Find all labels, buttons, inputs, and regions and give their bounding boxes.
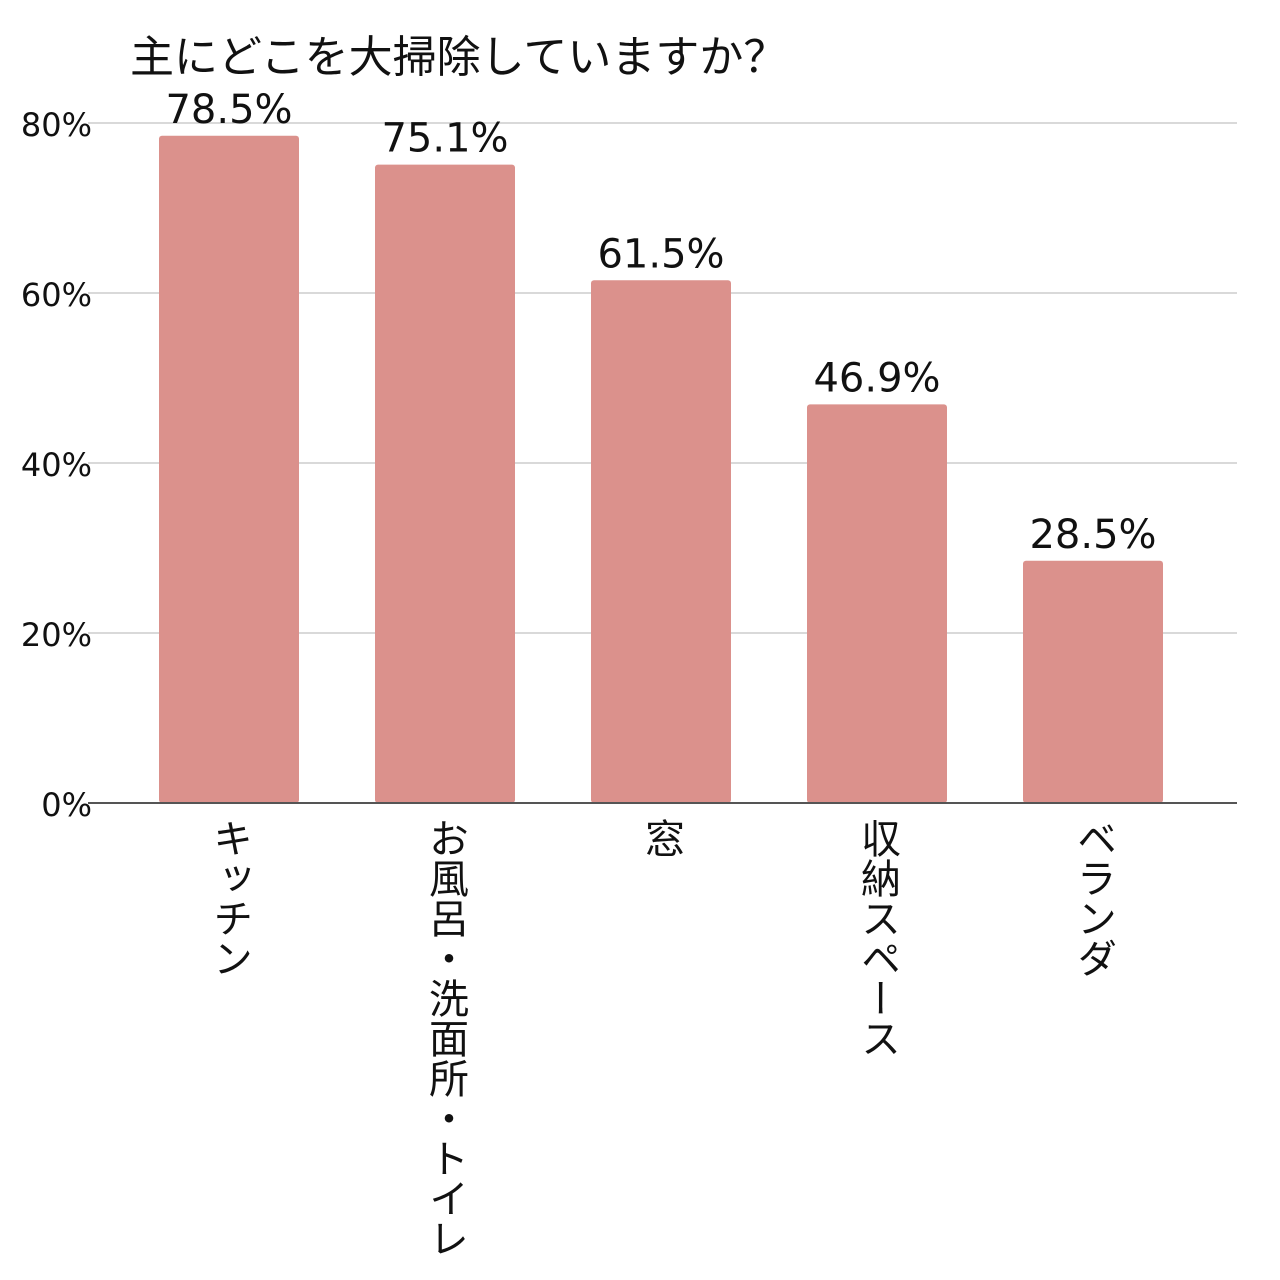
bar <box>159 135 299 803</box>
x-tick-label: キッチン <box>206 818 252 978</box>
value-label: 46.9% <box>813 355 940 401</box>
x-tick-label: 窓 <box>638 818 684 858</box>
y-tick-label: 40% <box>21 446 92 484</box>
bar <box>591 280 731 803</box>
chart-title: 主にどこを大掃除していますか？ <box>130 32 787 83</box>
bar <box>1023 560 1163 803</box>
bar <box>375 164 515 803</box>
x-tick-label: お風呂・洗面所・トイレ <box>422 818 468 1258</box>
y-tick-label: 80% <box>21 106 92 144</box>
value-label: 78.5% <box>165 87 292 133</box>
bar <box>807 404 947 803</box>
y-tick-label: 20% <box>21 616 92 654</box>
y-tick-label: 60% <box>21 276 92 314</box>
x-tick-label: ベランダ <box>1070 818 1116 978</box>
value-label: 28.5% <box>1029 512 1156 558</box>
value-label: 61.5% <box>597 231 724 277</box>
y-tick-label: 0% <box>41 786 92 824</box>
x-tick-label: 収納スペース <box>854 818 900 1058</box>
value-label: 75.1% <box>381 116 508 162</box>
